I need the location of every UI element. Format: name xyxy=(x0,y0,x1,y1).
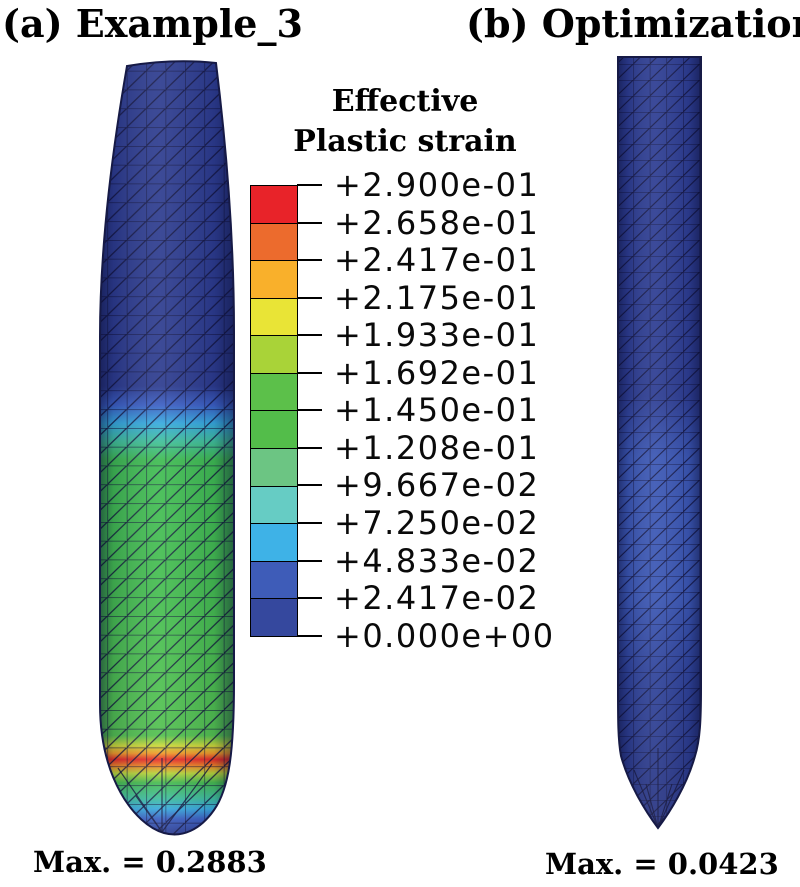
legend-value: +1.933e-01 xyxy=(334,316,540,355)
legend-value: +1.208e-01 xyxy=(334,428,540,467)
legend-tick xyxy=(297,409,322,412)
legend-tick xyxy=(297,559,322,562)
legend-title-line2: Plastic strain xyxy=(293,124,517,159)
legend-tick xyxy=(297,597,322,600)
legend-swatch xyxy=(251,335,297,373)
legend-swatch xyxy=(251,372,297,411)
panel-b-max-value: Max. = 0.0423 xyxy=(545,847,779,881)
legend-value: +1.692e-01 xyxy=(334,353,540,392)
legend-value: +4.833e-02 xyxy=(334,541,540,580)
legend-title-line1: Effective xyxy=(331,84,479,119)
legend-tick xyxy=(297,521,322,524)
panel-b-title: (b) Optimization xyxy=(466,1,800,46)
legend-colorbar: +2.900e-01 +2.658e-01 +2.417e-01 +2.175e… xyxy=(250,166,570,655)
legend-swatch xyxy=(251,485,297,524)
legend-value: +2.417e-01 xyxy=(334,241,540,280)
legend-tick xyxy=(297,371,322,374)
legend-value: +2.900e-01 xyxy=(334,166,540,204)
legend-swatch xyxy=(251,523,297,561)
legend-value: +2.417e-02 xyxy=(334,579,540,618)
legend-tick xyxy=(297,634,322,637)
legend-tick xyxy=(297,259,322,262)
legend-tick xyxy=(297,221,322,224)
legend-value: +9.667e-02 xyxy=(334,466,540,505)
legend-swatch xyxy=(251,448,297,486)
example3-mesh-model xyxy=(99,60,235,836)
panel-a-title: (a) Example_3 xyxy=(2,1,303,46)
legend-tick xyxy=(297,184,322,186)
legend-tick xyxy=(297,334,322,337)
colorbar-swatches xyxy=(250,185,298,637)
legend-swatch xyxy=(251,222,297,261)
legend-swatch xyxy=(251,410,297,449)
legend-tick xyxy=(297,446,322,449)
legend-value: +2.175e-01 xyxy=(334,278,540,317)
panel-a-max-value: Max. = 0.2883 xyxy=(33,845,267,879)
legend-value: +2.658e-01 xyxy=(334,203,540,242)
legend-swatch xyxy=(251,297,297,336)
legend-swatch xyxy=(251,560,297,599)
legend-swatch xyxy=(251,598,297,636)
legend-tick xyxy=(297,296,322,299)
optimization-mesh-model xyxy=(617,56,702,830)
legend-tick xyxy=(297,484,322,487)
legend-value: +1.450e-01 xyxy=(334,391,540,430)
legend-swatch xyxy=(251,186,297,223)
legend-value: +0.000e+00 xyxy=(334,616,555,655)
legend-swatch xyxy=(251,260,297,298)
legend-value: +7.250e-02 xyxy=(334,503,540,542)
